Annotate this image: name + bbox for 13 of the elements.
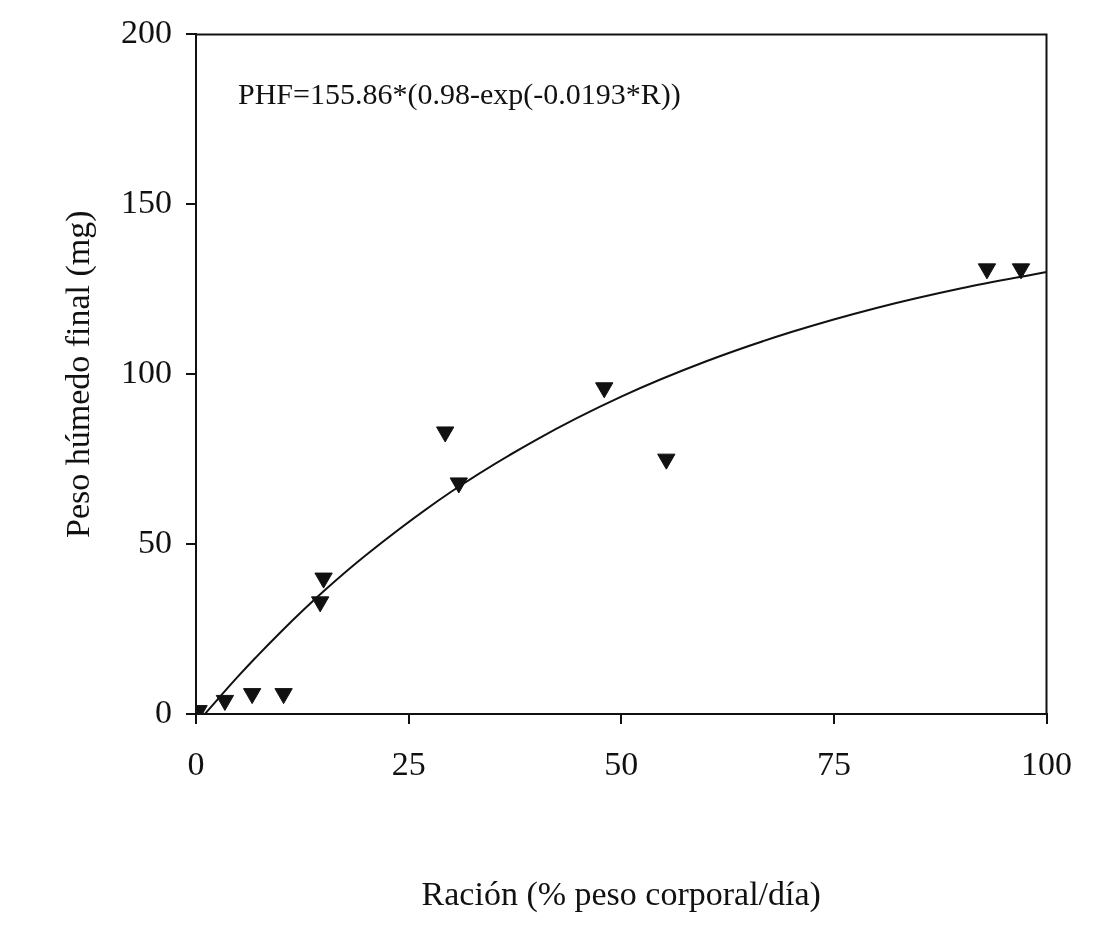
y-axis-title: Peso húmedo final (mg) [59, 210, 98, 539]
y-tick-label: 150 [121, 183, 172, 221]
x-tick-label: 75 [816, 745, 851, 783]
x-tick-label: 100 [1021, 745, 1072, 783]
y-tick-label: 50 [138, 523, 172, 561]
x-tick-label: 25 [391, 745, 426, 783]
y-tick-label: 100 [121, 353, 172, 391]
y-tick-label: 200 [121, 13, 172, 51]
y-tick-label: 0 [155, 692, 172, 730]
annotation: PHF=155.86*(0.98-exp(-0.0193*R)) [238, 77, 681, 112]
x-tick-label: 0 [187, 745, 205, 783]
x-axis-title: Ración (% peso corporal/día) [421, 874, 821, 913]
x-tick-label: 50 [604, 745, 639, 783]
